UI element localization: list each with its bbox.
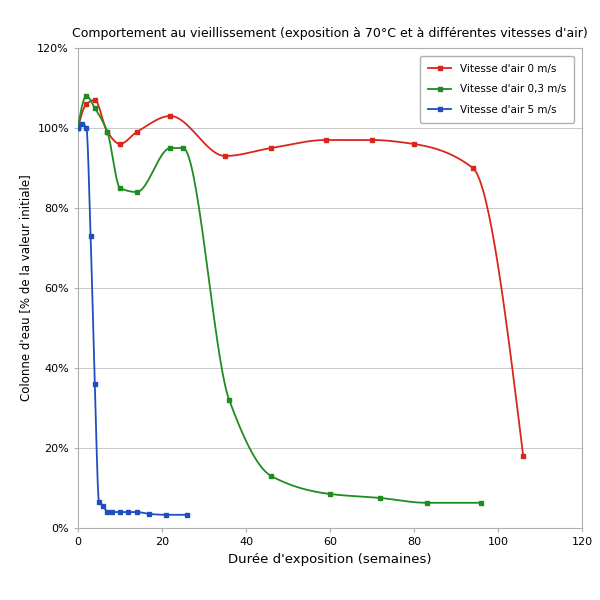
Line: Vitesse d'air 0 m/s: Vitesse d'air 0 m/s (76, 98, 526, 458)
Vitesse d'air 0 m/s (221, 152, 229, 160)
Vitesse d'air 0,3 m/s (226, 397, 233, 404)
Vitesse d'air 0,3 m/s (179, 145, 187, 152)
Vitesse d'air 0,3 m/s (423, 499, 430, 506)
Vitesse d'air 0,3 m/s (268, 472, 275, 479)
Vitesse d'air 0,3 m/s (104, 128, 111, 136)
Vitesse d'air 0,3 m/s (326, 490, 334, 497)
Vitesse d'air 0 m/s (469, 164, 476, 172)
Vitesse d'air 5 m/s (83, 124, 90, 131)
Vitesse d'air 5 m/s (104, 508, 111, 515)
Vitesse d'air 0 m/s (322, 136, 329, 143)
Vitesse d'air 0 m/s (91, 97, 98, 104)
Legend: Vitesse d'air 0 m/s, Vitesse d'air 0,3 m/s, Vitesse d'air 5 m/s: Vitesse d'air 0 m/s, Vitesse d'air 0,3 m… (420, 56, 574, 123)
Vitesse d'air 5 m/s (87, 232, 94, 239)
Vitesse d'air 0,3 m/s (377, 494, 384, 502)
Vitesse d'air 0 m/s (368, 136, 376, 143)
Vitesse d'air 0,3 m/s (167, 145, 174, 152)
Vitesse d'air 0 m/s (167, 112, 174, 119)
Vitesse d'air 5 m/s (74, 124, 82, 131)
Vitesse d'air 5 m/s (91, 380, 98, 388)
Vitesse d'air 0,3 m/s (74, 124, 82, 131)
Vitesse d'air 0,3 m/s (91, 104, 98, 112)
Vitesse d'air 5 m/s (163, 511, 170, 518)
Vitesse d'air 5 m/s (108, 508, 115, 515)
Vitesse d'air 5 m/s (133, 508, 140, 515)
Vitesse d'air 5 m/s (95, 499, 103, 506)
Vitesse d'air 0,3 m/s (83, 92, 90, 100)
Vitesse d'air 0 m/s (74, 124, 82, 131)
Vitesse d'air 0,3 m/s (116, 184, 124, 191)
X-axis label: Durée d'exposition (semaines): Durée d'exposition (semaines) (228, 553, 432, 566)
Vitesse d'air 5 m/s (100, 502, 107, 509)
Vitesse d'air 0 m/s (520, 452, 527, 460)
Line: Vitesse d'air 0,3 m/s: Vitesse d'air 0,3 m/s (76, 94, 484, 505)
Vitesse d'air 0 m/s (83, 100, 90, 107)
Vitesse d'air 5 m/s (79, 121, 86, 128)
Y-axis label: Colonne d'eau [% de la valeur initiale]: Colonne d'eau [% de la valeur initiale] (19, 175, 32, 401)
Vitesse d'air 0 m/s (133, 128, 140, 136)
Vitesse d'air 0,3 m/s (478, 499, 485, 506)
Vitesse d'air 5 m/s (184, 511, 191, 518)
Vitesse d'air 0,3 m/s (133, 188, 140, 196)
Title: Comportement au vieillissement (exposition à 70°C et à différentes vitesses d'ai: Comportement au vieillissement (expositi… (72, 27, 588, 40)
Vitesse d'air 5 m/s (125, 508, 132, 515)
Vitesse d'air 0 m/s (116, 140, 124, 148)
Vitesse d'air 5 m/s (146, 511, 153, 518)
Vitesse d'air 5 m/s (116, 508, 124, 515)
Vitesse d'air 0 m/s (410, 140, 418, 148)
Vitesse d'air 0 m/s (104, 128, 111, 136)
Vitesse d'air 0 m/s (268, 145, 275, 152)
Line: Vitesse d'air 5 m/s: Vitesse d'air 5 m/s (76, 122, 190, 517)
